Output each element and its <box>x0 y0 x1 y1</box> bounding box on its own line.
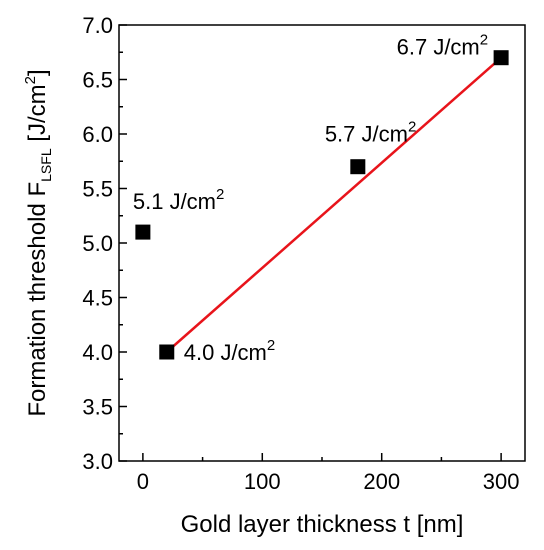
y-tick-label: 7.0 <box>82 13 113 38</box>
data-label: 6.7 J/cm2 <box>397 32 488 60</box>
y-tick-label: 3.5 <box>82 395 113 420</box>
y-axis-label-unit-close: ] <box>24 69 51 76</box>
x-tick-label: 300 <box>483 469 520 494</box>
data-point <box>159 344 175 360</box>
y-tick-label: 3.0 <box>82 449 113 474</box>
y-axis-label-main: Formation threshold F <box>24 182 51 417</box>
y-tick-label: 4.5 <box>82 286 113 311</box>
fit-line-group <box>165 56 502 353</box>
x-tick-label: 100 <box>244 469 281 494</box>
data-label: 4.0 J/cm2 <box>184 337 275 365</box>
y-axis-label-unit-open: [J/cm <box>24 84 51 148</box>
y-tick-label: 4.0 <box>82 340 113 365</box>
y-axis-label: Formation threshold FLSFL [J/cm2] <box>22 69 54 416</box>
y-axis-ticks: 3.0 3.5 4.0 4.5 5.0 5.5 6.0 6.5 7.0 <box>82 13 127 474</box>
fit-line <box>165 56 502 353</box>
data-point <box>135 224 151 240</box>
data-label: 5.1 J/cm2 <box>133 186 224 214</box>
y-tick-label: 5.5 <box>82 177 113 202</box>
x-tick-label: 0 <box>137 469 149 494</box>
data-label: 5.7 J/cm2 <box>325 119 416 147</box>
x-tick-label: 200 <box>363 469 400 494</box>
y-tick-label: 6.5 <box>82 68 113 93</box>
data-points <box>135 50 509 360</box>
data-point <box>350 159 366 175</box>
y-axis-label-subscript: LSFL <box>38 148 54 182</box>
y-axis-label-unit-sup: 2 <box>22 76 39 84</box>
y-tick-label: 5.0 <box>82 231 113 256</box>
x-axis-label: Gold layer thickness t [nm] <box>181 511 464 538</box>
data-labels: 5.1 J/cm2 4.0 J/cm2 5.7 J/cm2 6.7 J/cm2 <box>133 32 488 365</box>
data-point <box>493 50 509 66</box>
y-tick-label: 6.0 <box>82 122 113 147</box>
x-axis-ticks: 0 100 200 300 <box>137 453 520 494</box>
